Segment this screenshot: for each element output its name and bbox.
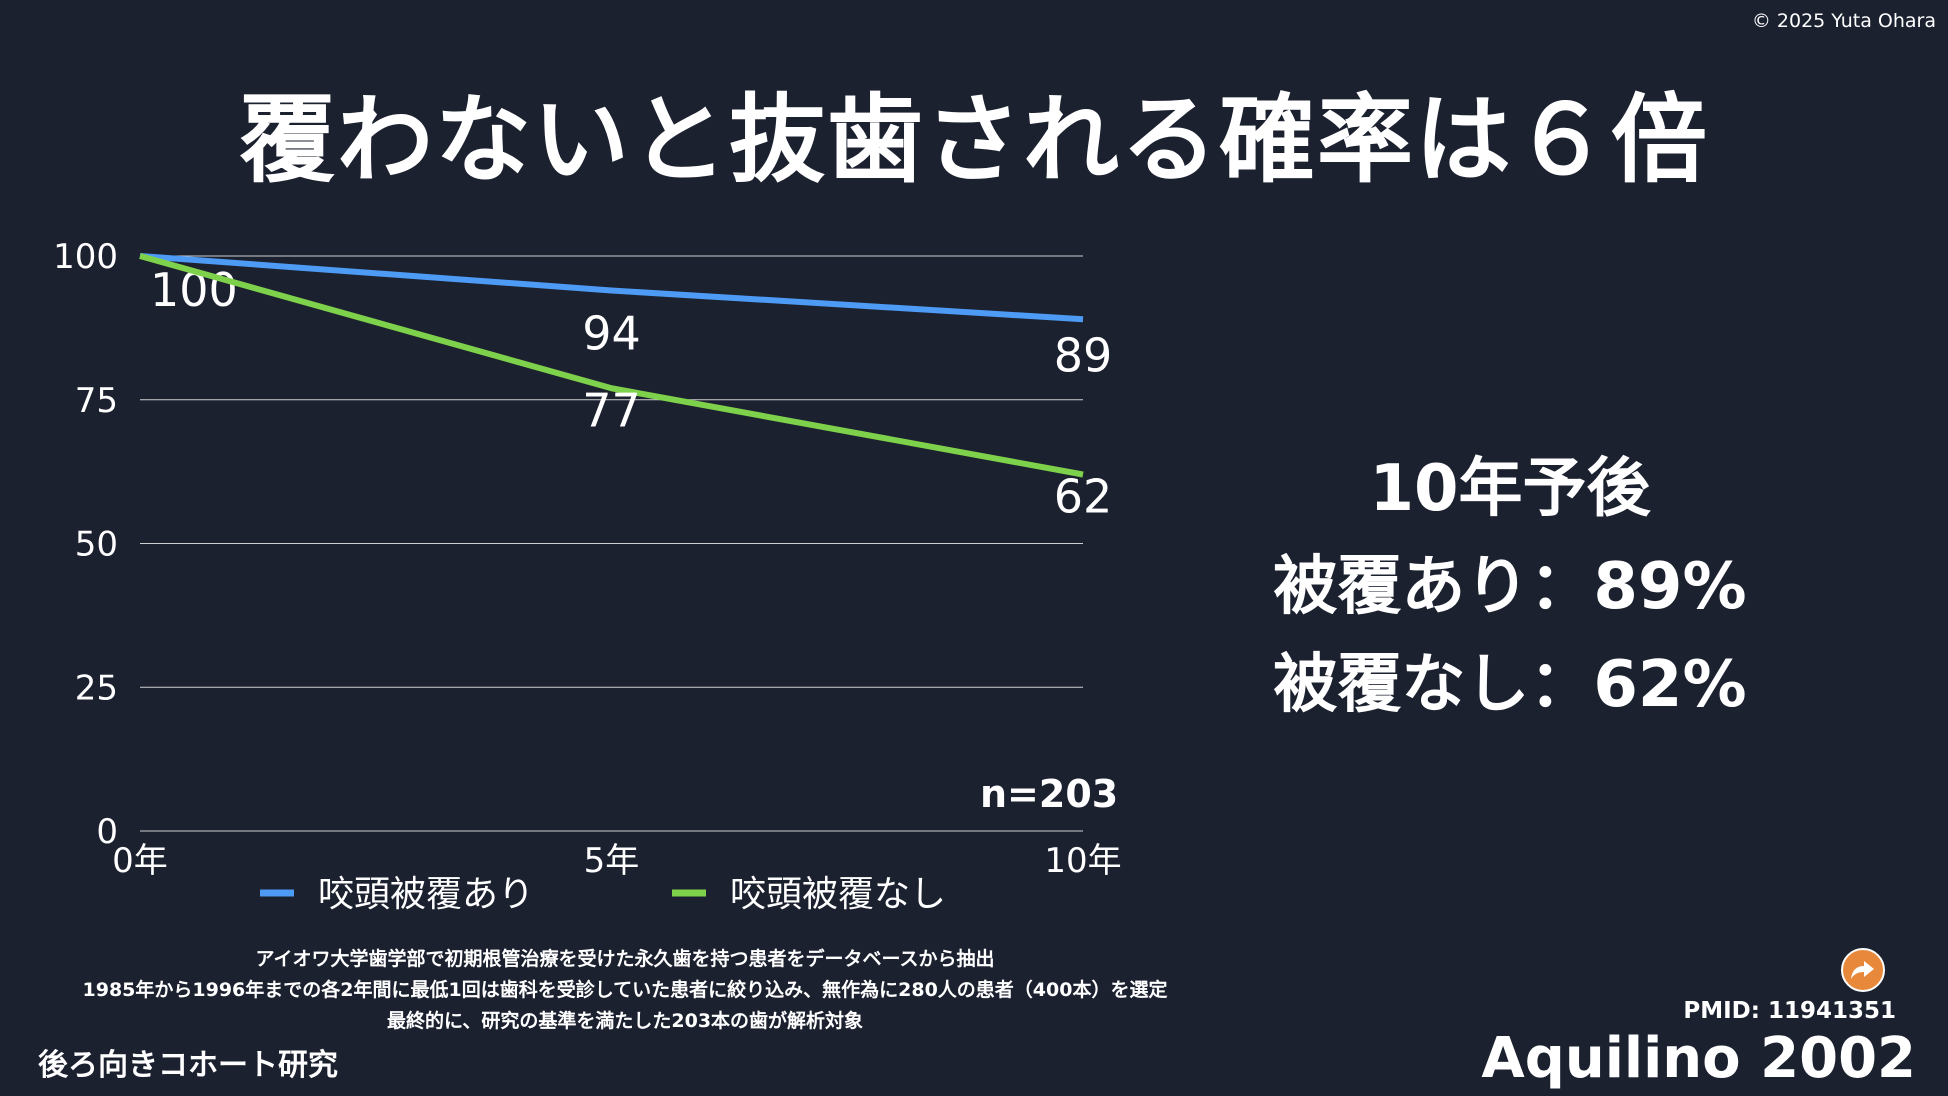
y-tick-label: 75 bbox=[75, 381, 118, 421]
y-tick-label: 50 bbox=[75, 525, 118, 565]
legend-label: 咬頭被覆あり bbox=[318, 874, 534, 915]
study-design: 後ろ向きコホート研究 bbox=[38, 1048, 338, 1083]
x-tick-label: 0年 bbox=[112, 841, 168, 881]
summary-box: 10年予後 被覆あり：89% 被覆なし：62% bbox=[1220, 440, 1800, 734]
note-line: 最終的に、研究の基準を満たした203本の歯が解析対象 bbox=[386, 1010, 864, 1032]
summary-line-covered: 被覆あり：89% bbox=[1273, 550, 1747, 624]
note-line: アイオワ大学歯学部で初期根管治療を受けた永久歯を持つ患者をデータベースから抽出 bbox=[255, 948, 995, 970]
y-tick-label: 100 bbox=[53, 237, 118, 277]
pmid: PMID: 11941351 bbox=[1683, 998, 1896, 1024]
series-line bbox=[139, 253, 1084, 478]
series-line bbox=[139, 253, 1084, 323]
y-tick-label: 0 bbox=[96, 812, 118, 852]
data-label: 89 bbox=[1054, 328, 1113, 382]
summary-heading: 10年予後 bbox=[1369, 452, 1651, 526]
copyright: © 2025 Yuta Ohara bbox=[1751, 10, 1936, 32]
citation: Aquilino 2002 bbox=[1481, 1026, 1916, 1091]
y-tick-label: 25 bbox=[75, 668, 118, 708]
slide-title: 覆わないと抜歯される確率は６倍 bbox=[239, 84, 1709, 196]
data-label: 77 bbox=[582, 383, 641, 437]
x-tick-label: 5年 bbox=[584, 841, 640, 881]
x-tick-label: 10年 bbox=[1044, 841, 1121, 881]
data-label: 62 bbox=[1054, 470, 1113, 524]
note-line: 1985年から1996年までの各2年間に最低1回は歯科を受診していた患者に絞り込… bbox=[82, 979, 1168, 1001]
study-notes: アイオワ大学歯学部で初期根管治療を受けた永久歯を持つ患者をデータベースから抽出 … bbox=[0, 944, 1250, 1037]
share-arrow-icon bbox=[1851, 961, 1874, 979]
data-label: 94 bbox=[582, 307, 641, 361]
share-button[interactable] bbox=[1841, 948, 1885, 992]
legend-label: 咬頭被覆なし bbox=[730, 874, 946, 915]
sample-size-annotation: n=203 bbox=[980, 772, 1119, 816]
summary-line-uncovered: 被覆なし：62% bbox=[1273, 648, 1747, 722]
